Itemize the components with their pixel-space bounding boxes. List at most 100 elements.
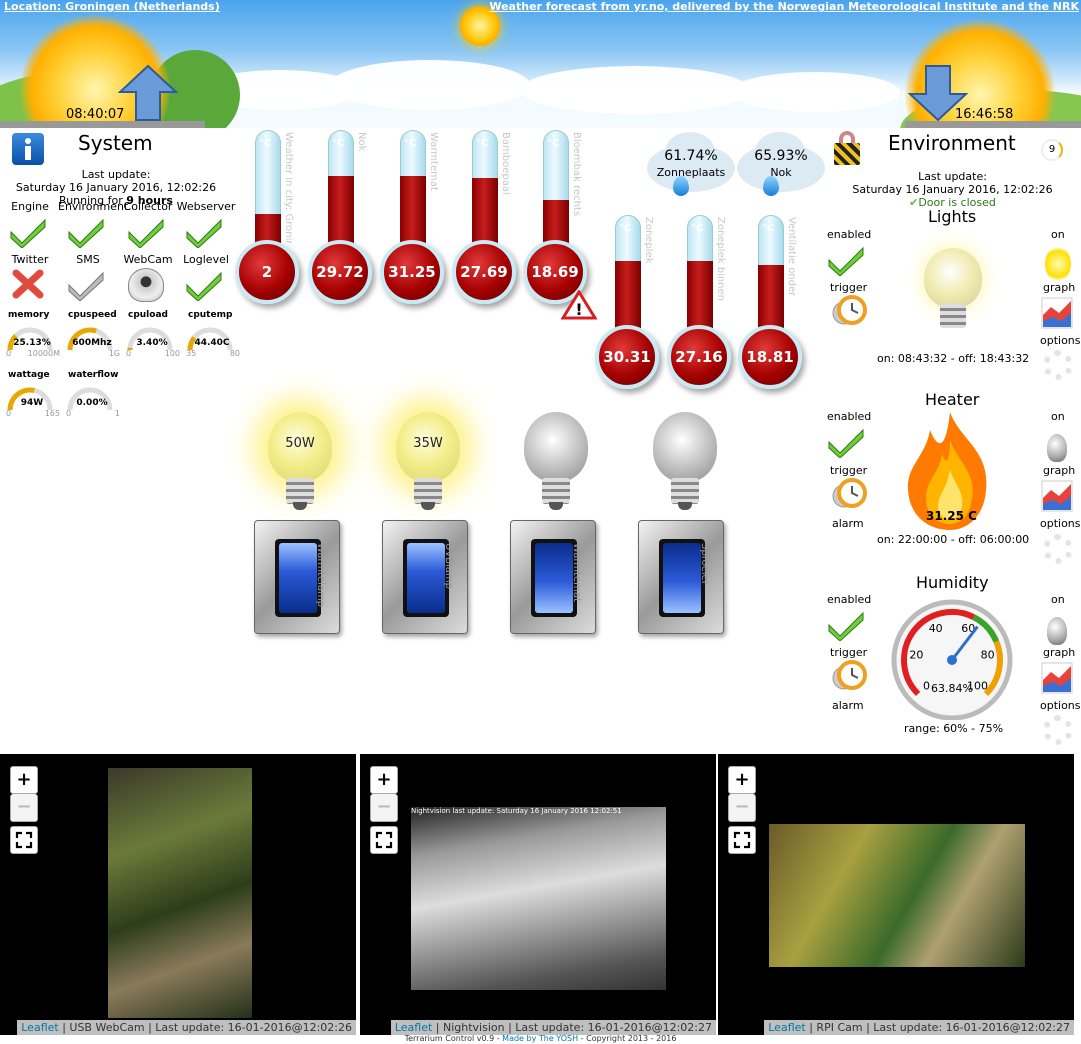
gauge-title: waterflow [68,370,119,380]
camera-overlay-text: Nightvision last update: Saturday 16 Jan… [411,807,622,815]
heater-options-gear-icon[interactable] [1043,534,1073,564]
humidity-trigger-clock-icon[interactable] [828,660,868,694]
status-ok-check-icon[interactable] [184,216,224,252]
zoom-out-button[interactable]: − [728,794,756,822]
fullscreen-button[interactable] [728,826,756,854]
switch-rocker [659,539,705,617]
bulb-tip [293,502,307,510]
leaflet-link[interactable]: Leaflet [768,1021,806,1034]
gauge-level-arc [7,387,35,411]
footer-prefix: Terrarium Control v0.9 - [404,1034,503,1043]
status-ok-check-icon[interactable] [126,216,166,252]
humidity-value: 65.93% [754,148,808,164]
gauge-title: memory [8,310,50,320]
status-disabled-check-icon[interactable] [66,269,106,305]
zoom-out-button[interactable]: − [10,794,38,822]
zoom-in-button[interactable]: + [10,766,38,794]
svg-text:!: ! [575,300,582,319]
bulb-base [286,478,314,504]
gauge-arc [67,327,113,351]
power-switch[interactable]: Sproeier [638,520,724,634]
fullscreen-button[interactable] [370,826,398,854]
humidity-enabled-check-icon[interactable] [826,609,866,645]
gauge-title: cputemp [188,310,233,320]
heater-options-label: options [1040,517,1081,530]
gauge-waterflow: waterflow 0.00% 0 1 [66,370,124,426]
lights-options-gear-icon[interactable] [1043,350,1073,380]
switch-rocker-face [535,543,573,613]
degree-symbol: °C [404,138,417,149]
lights-on-bulb-icon[interactable] [1045,246,1071,282]
status-ok-check-icon[interactable] [66,216,106,252]
status-ok-check-icon[interactable] [184,269,224,305]
gauge-min: 0 [6,409,12,418]
thermometer-mercury [472,178,498,250]
gauge-wattage: wattage 94W 0 165 [6,370,64,426]
lock-icon[interactable] [834,131,860,165]
gauge-max: 10000M [27,349,60,358]
thermometer-bulb: 27.16 [667,325,731,389]
lamp-off-bulb-icon[interactable] [516,412,596,522]
camera-panel-1[interactable]: + − Leaflet | USB WebCam | Last update: 16… [0,754,356,1035]
camera-panel-2[interactable]: Nightvision last update: Saturday 16 Jan… [360,754,716,1035]
gauge-min: 0 [6,349,12,358]
status-error-x-icon[interactable] [12,269,44,303]
power-switch[interactable]: Warmtemat [510,520,596,634]
info-icon[interactable] [12,133,44,165]
thermometer-name: Zoneplek binnen [715,217,726,301]
zoom-in-button[interactable]: + [728,766,756,794]
thermometer-5: °C 18.69 Bloembak rechts! [523,130,598,320]
zoom-out-button[interactable]: − [370,794,398,822]
fullscreen-icon [15,831,33,849]
heater-enabled-label: enabled [827,410,872,423]
lamp-off-bulb-icon[interactable] [645,412,725,522]
lights-enabled-check-icon[interactable] [826,244,866,280]
lights-state-bulb-icon [920,248,986,334]
thermometer-4: °C 27.69 Bamboepaal [452,130,522,304]
lights-trigger-clock-icon[interactable] [828,295,868,329]
leaflet-link[interactable]: Leaflet [21,1021,59,1034]
heater-bulb-icon[interactable] [1047,434,1067,462]
camera-panel-3[interactable]: + − Leaflet | RPI Cam | Last update: 16-01… [718,754,1074,1035]
degree-symbol: °C [547,138,560,149]
degree-symbol: °C [476,138,489,149]
humidity-alarm-label: alarm [832,699,864,712]
rpicam-image [769,824,1025,967]
lamp-on-bulb-icon[interactable]: 35W [388,412,468,522]
cloud-graphic [520,66,750,114]
location-link[interactable]: Location: Groningen (Netherlands) [4,0,220,13]
humidity-options-gear-icon[interactable] [1043,715,1073,745]
lamp-on-bulb-icon[interactable]: 50W [260,412,340,522]
degree-symbol: °C [259,138,272,149]
lights-graph-icon[interactable] [1041,297,1073,329]
environment-last-update: Last update: Saturday 16 January 2016, 1… [830,170,1075,209]
power-switch[interactable]: Warmtelamp [254,520,340,634]
switch-rocker [403,539,449,617]
gauge-level-arc [67,327,97,351]
fullscreen-button[interactable] [10,826,38,854]
running-prefix: Running for [59,194,127,207]
sunrise-bar [0,121,205,128]
webcam-icon[interactable] [128,268,164,302]
humidity-graph-icon[interactable] [1041,662,1073,694]
power-switch[interactable]: UVBlamp [382,520,468,634]
heater-enabled-check-icon[interactable] [826,426,866,462]
heater-graph-icon[interactable] [1041,480,1073,512]
zoom-in-button[interactable]: + [370,766,398,794]
switch-rocker [275,539,321,617]
status-ok-check-icon[interactable] [8,216,48,252]
door-status: ✔Door is closed [830,196,1075,209]
footer-author-link[interactable]: Made by The YOSH [502,1034,579,1043]
forecast-link[interactable]: Weather forecast from yr.no, delivered b… [489,0,1079,13]
humidity-options-label: options [1040,699,1081,712]
humidity-cloud-graphic [665,132,715,172]
flame-icon [907,412,987,530]
refresh-countdown-badge[interactable]: 9 [1041,139,1063,161]
gauge-tick-label: 0 [923,680,930,693]
last-update-value: Saturday 16 January 2016, 12:02:26 [15,181,217,194]
leaflet-link[interactable]: Leaflet [394,1021,433,1034]
humidity-bulb-icon[interactable] [1047,617,1067,645]
heater-trigger-clock-icon[interactable] [828,478,868,512]
gauge-level-arc [7,334,18,351]
gauge-band [901,609,976,697]
